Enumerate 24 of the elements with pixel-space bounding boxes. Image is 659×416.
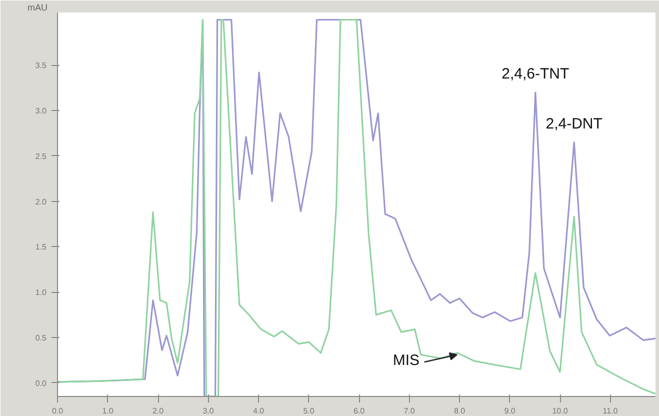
y-tick-label: 0.0 [35,378,48,388]
x-tick-label: 5.0 [303,406,315,416]
annotation: 2,4,6-TNT [502,65,570,82]
x-tick-label: 7.0 [404,406,416,416]
x-tick-label: 1.0 [102,406,114,416]
x-tick-label: 11.0 [602,406,618,416]
y-tick-label: 1.5 [35,242,48,252]
y-tick-label: 2.5 [35,152,48,161]
x-tick-label: 10.0 [552,406,568,416]
annotation: 2,4-DNT [546,115,602,132]
y-tick-label: 3.0 [35,106,48,116]
x-tick-label: 6.0 [353,406,366,416]
y-tick-label: 2.0 [35,197,48,206]
y-axis-title: mAU [28,2,48,12]
y-tick-label: 3.5 [35,61,48,70]
y-tick-label: 0.5 [35,333,48,342]
annotation: MIS [392,352,420,369]
x-tick-label: 0.0 [52,406,64,416]
y-tick-label: 1.0 [35,288,48,298]
x-tick-label: 9.0 [504,406,516,416]
x-tick-label: 8.0 [454,406,466,416]
x-tick-label: 3.0 [202,406,214,416]
x-tick-label: 4.0 [252,406,265,416]
x-tick-label: 2.0 [152,406,164,416]
